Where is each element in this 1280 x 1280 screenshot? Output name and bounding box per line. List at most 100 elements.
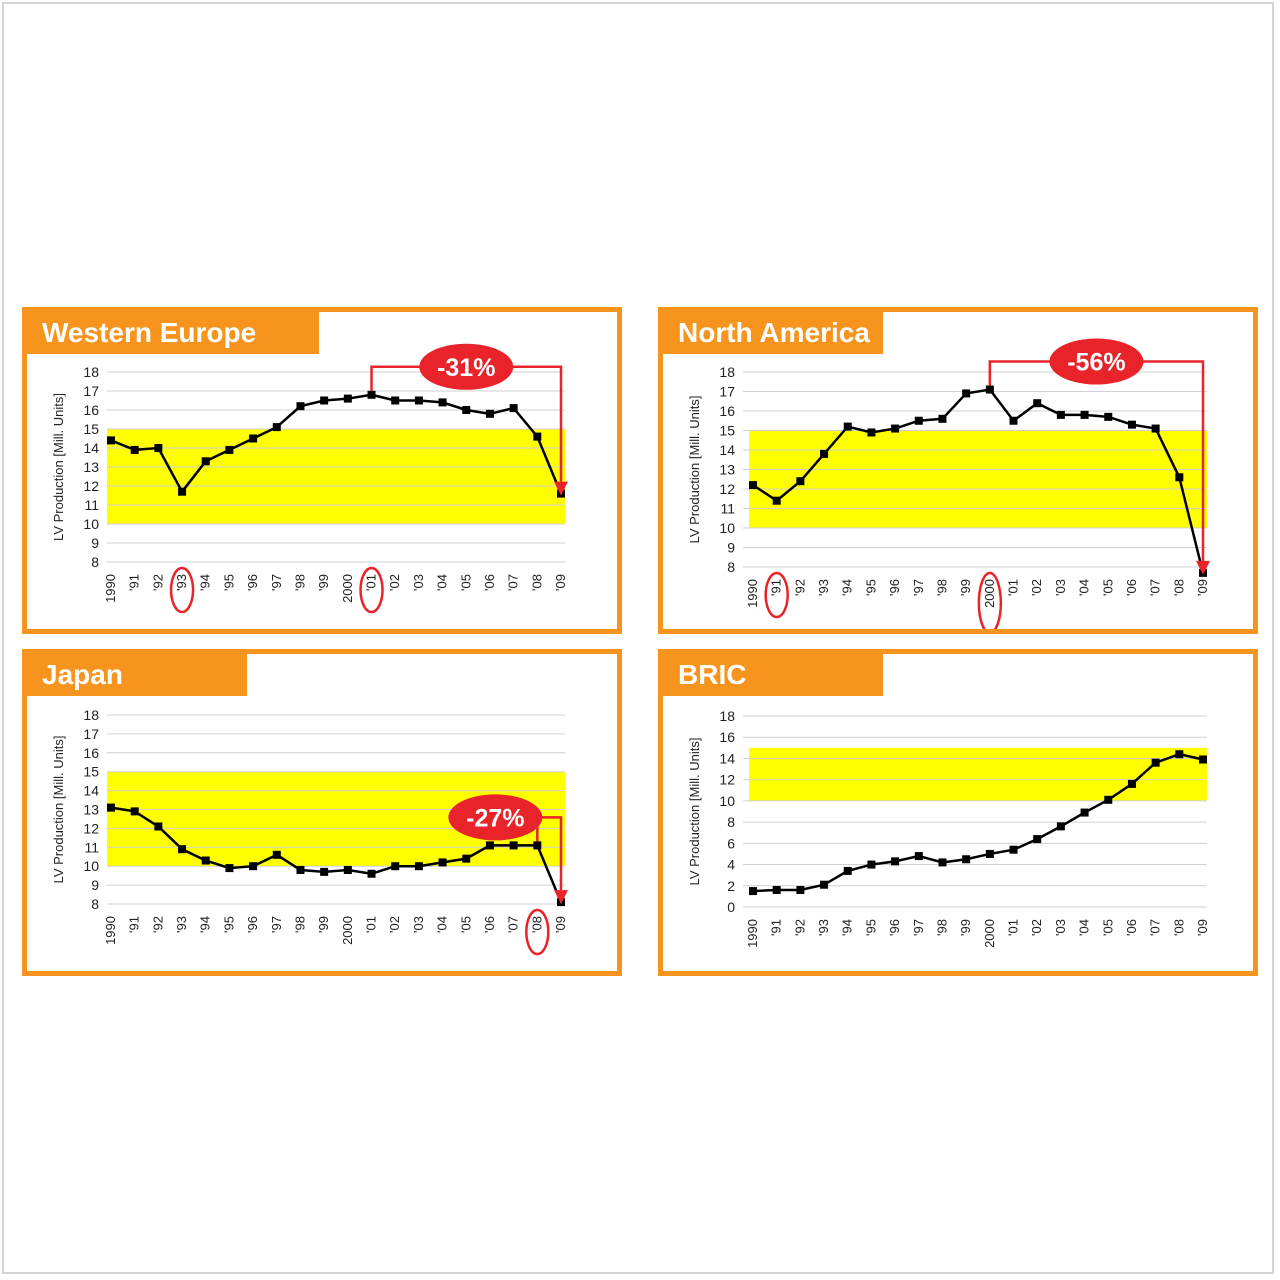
x-tick-label: '98 (292, 574, 307, 591)
y-tick-label: 16 (719, 729, 735, 745)
x-tick-label: '09 (1195, 579, 1210, 596)
data-point (533, 841, 542, 850)
data-point (796, 477, 805, 486)
y-tick-label: 10 (719, 520, 735, 536)
x-tick-label: '05 (458, 916, 473, 933)
data-point (843, 422, 852, 431)
data-point (962, 855, 971, 864)
data-point (1104, 412, 1113, 421)
data-point (272, 850, 281, 859)
data-point (438, 858, 447, 867)
x-tick-label: '06 (482, 574, 497, 591)
y-tick-label: 8 (727, 814, 735, 830)
x-tick-label: '09 (553, 574, 568, 591)
data-point (154, 822, 163, 831)
x-tick-label: '09 (1195, 919, 1210, 936)
y-tick-label: 10 (83, 516, 99, 532)
y-tick-label: 17 (83, 383, 99, 399)
data-point (1104, 795, 1113, 804)
x-tick-label: '03 (1053, 579, 1068, 596)
data-point (343, 394, 352, 403)
x-tick-label: '92 (150, 574, 165, 591)
data-point (1127, 779, 1136, 788)
y-tick-label: 14 (83, 440, 99, 456)
y-tick-label: 18 (719, 708, 735, 724)
y-tick-label: 0 (727, 899, 735, 915)
data-point (772, 886, 781, 895)
data-point (843, 866, 852, 875)
y-tick-label: 10 (83, 858, 99, 874)
x-tick-label: '95 (221, 574, 236, 591)
data-point (130, 445, 139, 454)
x-tick-label: '97 (911, 579, 926, 596)
change-badge (419, 343, 514, 390)
x-tick-label: '91 (769, 579, 784, 596)
data-point (1033, 399, 1042, 408)
y-tick-label: 10 (719, 793, 735, 809)
x-tick-label: '07 (506, 574, 521, 591)
data-point (320, 867, 329, 876)
y-tick-label: 6 (727, 835, 735, 851)
data-point (796, 886, 805, 895)
x-tick-label: '03 (411, 916, 426, 933)
x-tick-label: 2000 (982, 919, 997, 948)
data-point (1151, 758, 1160, 767)
data-point (891, 857, 900, 866)
y-tick-label: 8 (727, 559, 735, 575)
x-tick-label: '94 (198, 574, 213, 591)
x-tick-label: '95 (221, 916, 236, 933)
x-tick-label: '05 (1100, 919, 1115, 936)
y-axis-label: LV Production [Mill. Units] (51, 736, 66, 884)
y-axis-label: LV Production [Mill. Units] (687, 738, 702, 886)
y-tick-label: 12 (83, 478, 99, 494)
data-point (749, 481, 757, 490)
x-tick-label: 2000 (340, 916, 355, 945)
data-point (1033, 835, 1042, 844)
y-tick-label: 12 (719, 772, 735, 788)
data-point (225, 864, 234, 873)
x-tick-label: '99 (316, 574, 331, 591)
y-axis-label: LV Production [Mill. Units] (687, 396, 702, 544)
x-tick-label: '97 (269, 574, 284, 591)
y-tick-label: 8 (91, 896, 99, 912)
y-tick-label: 16 (719, 403, 735, 419)
data-point (1175, 473, 1184, 482)
data-point (985, 385, 994, 394)
x-tick-label: '04 (1077, 579, 1092, 596)
x-tick-label: '91 (127, 574, 142, 591)
x-tick-label: '97 (269, 916, 284, 933)
x-tick-label: '06 (1124, 579, 1139, 596)
y-tick-label: 12 (719, 481, 735, 497)
data-point (509, 404, 518, 413)
data-point (772, 496, 781, 505)
y-tick-label: 14 (83, 783, 99, 799)
y-tick-label: 14 (719, 442, 735, 458)
x-tick-label: '05 (458, 574, 473, 591)
x-tick-label: '92 (792, 579, 807, 596)
data-point (485, 409, 494, 418)
x-tick-label: '04 (435, 916, 450, 933)
y-tick-label: 8 (91, 554, 99, 570)
x-tick-label: '06 (1124, 919, 1139, 936)
y-tick-label: 9 (727, 540, 735, 556)
x-tick-label: '01 (1006, 579, 1021, 596)
y-tick-label: 15 (719, 423, 735, 439)
data-point (1056, 410, 1065, 419)
x-tick-label: '06 (482, 916, 497, 933)
data-point (1009, 845, 1018, 854)
x-tick-label: '93 (816, 919, 831, 936)
data-point (914, 852, 923, 861)
y-tick-label: 15 (83, 421, 99, 437)
y-axis-label: LV Production [Mill. Units] (51, 393, 66, 541)
data-point (820, 880, 829, 889)
x-tick-label: '04 (1077, 919, 1092, 936)
x-tick-label: '02 (387, 916, 402, 933)
chart-panel-western-europe: Western Europe 8 9 10 11 12 13 14 15 16 17 18 LV Pr… (22, 307, 622, 634)
data-point (1080, 808, 1089, 817)
x-tick-label: '95 (863, 919, 878, 936)
y-tick-label: 18 (83, 707, 99, 723)
data-point (938, 414, 947, 423)
x-tick-label: '98 (934, 919, 949, 936)
data-point (107, 436, 115, 445)
highlight-circle (977, 571, 1003, 629)
